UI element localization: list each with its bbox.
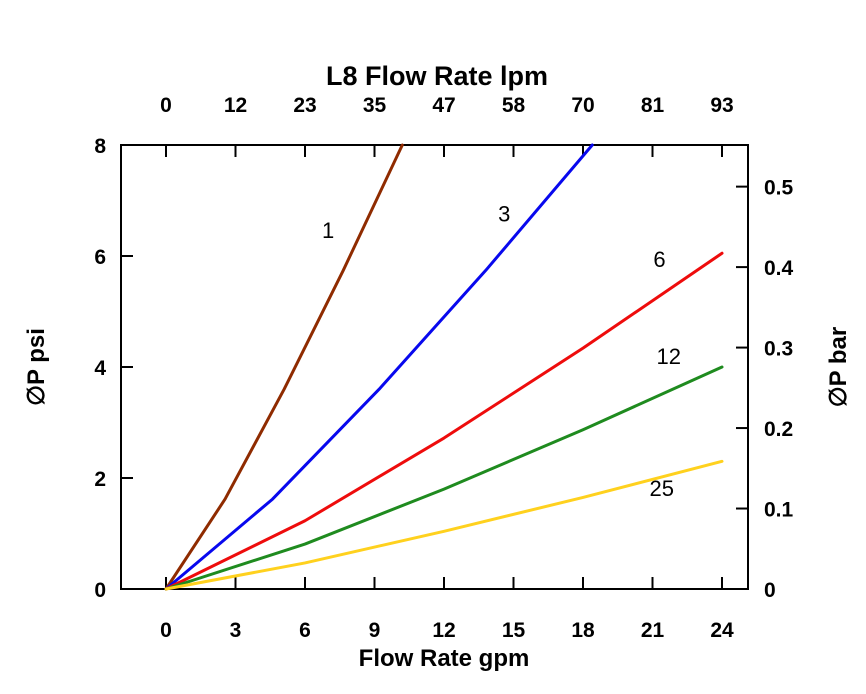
y-tick-label-right: 0.5 [764, 177, 794, 200]
series-line-25 [164, 459, 724, 591]
y-tick-label-left: 2 [94, 468, 106, 491]
y-tick-label-left: 0 [94, 579, 106, 602]
y-axis-title-left: ∅P psi [23, 328, 50, 406]
x-tick-label-top: 47 [432, 94, 455, 117]
series-line-3 [164, 143, 594, 591]
x-tick-label-top: 58 [502, 94, 526, 117]
y-tick-label-right: 0.3 [764, 338, 793, 361]
x-tick-label-bottom: 15 [502, 619, 526, 642]
series-line-1 [164, 143, 404, 591]
x-tick-label-bottom: 12 [432, 619, 455, 642]
x-tick-label-top: 12 [224, 94, 247, 117]
y-tick-label-right: 0 [764, 579, 776, 602]
plot-frame [120, 144, 749, 590]
series-label-25: 25 [650, 476, 674, 501]
x-tick-label-bottom: 21 [641, 619, 665, 642]
series-line-6 [164, 251, 724, 591]
y-tick-label-right: 0.1 [764, 499, 794, 522]
y-tick-label-left: 6 [94, 246, 106, 269]
series-label-6: 6 [653, 247, 665, 272]
x-tick-label-top: 93 [710, 94, 733, 117]
series-label-1: 1 [322, 218, 334, 243]
x-tick-label-bottom: 0 [160, 619, 172, 642]
y-axis-title-right: ∅P bar [825, 327, 852, 408]
y-tick-label-left: 8 [94, 135, 106, 158]
y-tick-label-left: 4 [94, 357, 106, 380]
x-tick-label-bottom: 6 [299, 619, 311, 642]
x-tick-label-top: 23 [293, 94, 316, 117]
x-tick-label-bottom: 24 [710, 619, 734, 642]
series-label-3: 3 [498, 202, 510, 227]
x-tick-label-top: 70 [571, 94, 594, 117]
x-tick-label-bottom: 18 [571, 619, 595, 642]
x-tick-label-bottom: 3 [230, 619, 242, 642]
y-tick-label-right: 0.4 [764, 257, 794, 280]
series-line-12 [164, 365, 724, 591]
x-axis-title: Flow Rate gpm [359, 645, 530, 672]
x-tick-label-bottom: 9 [369, 619, 381, 642]
x-tick-label-top: 81 [641, 94, 665, 117]
chart-title: L8 Flow Rate lpm [326, 61, 548, 91]
x-tick-label-top: 0 [160, 94, 172, 117]
x-tick-label-top: 35 [363, 94, 387, 117]
y-tick-label-right: 0.2 [764, 418, 793, 441]
series-label-12: 12 [656, 344, 680, 369]
